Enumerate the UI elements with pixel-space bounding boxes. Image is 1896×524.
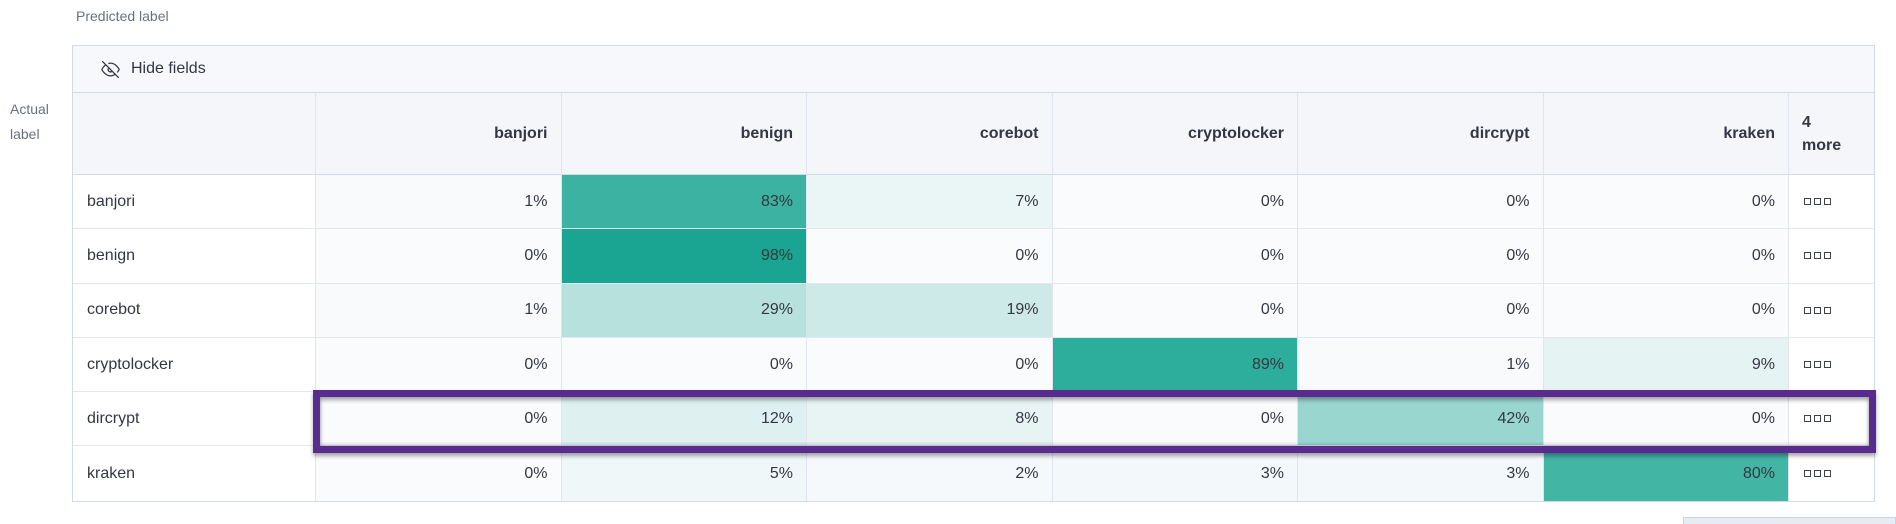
boxes-horizontal-icon xyxy=(1804,361,1811,369)
matrix-cell-dircrypt-kraken: 0% xyxy=(1543,392,1789,447)
column-header-kraken[interactable]: kraken xyxy=(1543,93,1789,175)
matrix-toolbar: Hide fields xyxy=(73,46,1874,93)
predicted-axis-label: Predicted label xyxy=(76,8,169,24)
matrix-cell-benign-dircrypt: 0% xyxy=(1298,229,1544,284)
row-label-corebot: corebot xyxy=(73,283,316,338)
matrix-cell-corebot-banjori: 1% xyxy=(316,283,562,338)
boxes-horizontal-icon xyxy=(1814,198,1821,206)
matrix-cell-benign-kraken: 0% xyxy=(1543,229,1789,284)
column-header-corebot[interactable]: corebot xyxy=(807,93,1053,175)
eye-closed-icon xyxy=(101,60,120,79)
matrix-cell-corebot-cryptolocker: 0% xyxy=(1052,283,1298,338)
header-corner-cell xyxy=(73,93,316,175)
matrix-cell-benign-banjori: 0% xyxy=(316,229,562,284)
matrix-cell-dircrypt-corebot: 8% xyxy=(807,392,1053,447)
matrix-cell-banjori-kraken: 0% xyxy=(1543,175,1789,230)
matrix-cell-banjori-banjori: 1% xyxy=(316,175,562,230)
matrix-cell-banjori-dircrypt: 0% xyxy=(1298,175,1544,230)
row-label-cryptolocker: cryptolocker xyxy=(73,337,316,393)
matrix-cell-benign-corebot: 0% xyxy=(807,229,1053,284)
matrix-cell-cryptolocker-corebot: 0% xyxy=(807,337,1053,393)
row-label-kraken: kraken xyxy=(73,446,316,501)
column-header-banjori[interactable]: banjori xyxy=(316,93,562,175)
matrix-cell-dircrypt-benign: 12% xyxy=(561,392,807,447)
matrix-cell-banjori-cryptolocker: 0% xyxy=(1052,175,1298,230)
matrix-cell-cryptolocker-cryptolocker: 89% xyxy=(1052,337,1298,393)
more-header-count: 4 xyxy=(1802,113,1811,131)
matrix-cell-benign-benign: 98% xyxy=(561,229,807,284)
boxes-horizontal-icon xyxy=(1824,306,1831,314)
row-label-benign: benign xyxy=(73,229,316,284)
matrix-cell-kraken-banjori: 0% xyxy=(316,446,562,501)
column-header-benign[interactable]: benign xyxy=(561,93,807,175)
matrix-cell-banjori-corebot: 7% xyxy=(807,175,1053,230)
column-header-dircrypt[interactable]: dircrypt xyxy=(1298,93,1544,175)
matrix-cell-corebot-corebot: 19% xyxy=(807,283,1053,338)
hide-fields-button[interactable]: Hide fields xyxy=(101,60,206,79)
more-header-word: more xyxy=(1802,136,1842,154)
boxes-horizontal-icon xyxy=(1814,470,1821,478)
boxes-horizontal-icon xyxy=(1814,252,1821,260)
boxes-horizontal-icon xyxy=(1824,470,1831,478)
matrix-cell-kraken-kraken: 80% xyxy=(1543,446,1789,501)
horizontal-scrollbar[interactable] xyxy=(1683,517,1896,524)
matrix-cell-cryptolocker-dircrypt: 1% xyxy=(1298,337,1544,393)
highlighted-row-outline xyxy=(313,390,1876,453)
boxes-horizontal-icon xyxy=(1824,361,1831,369)
actual-axis-label-line1: Actual xyxy=(10,101,49,117)
matrix-cell-dircrypt-banjori: 0% xyxy=(316,392,562,447)
more-columns-button-cryptolocker[interactable] xyxy=(1789,337,1874,393)
more-columns-button-banjori[interactable] xyxy=(1789,175,1874,230)
matrix-grid: banjori benign corebot cryptolocker dircrypt… xyxy=(73,93,1874,501)
row-label-dircrypt: dircrypt xyxy=(73,392,316,447)
actual-axis-label-line2: label xyxy=(10,126,40,142)
matrix-cell-cryptolocker-kraken: 9% xyxy=(1543,337,1789,393)
matrix-cell-kraken-dircrypt: 3% xyxy=(1298,446,1544,501)
boxes-horizontal-icon xyxy=(1804,306,1811,314)
boxes-horizontal-icon xyxy=(1804,252,1811,260)
actual-axis-label: Actual label xyxy=(10,97,49,147)
more-columns-button-benign[interactable] xyxy=(1789,229,1874,284)
column-header-cryptolocker[interactable]: cryptolocker xyxy=(1052,93,1298,175)
matrix-cell-cryptolocker-banjori: 0% xyxy=(316,337,562,393)
boxes-horizontal-icon xyxy=(1814,306,1821,314)
matrix-cell-corebot-kraken: 0% xyxy=(1543,283,1789,338)
more-columns-button-dircrypt[interactable] xyxy=(1789,392,1874,447)
boxes-horizontal-icon xyxy=(1814,415,1821,423)
column-header-more[interactable]: 4 more xyxy=(1789,93,1874,175)
row-label-banjori: banjori xyxy=(73,175,316,230)
matrix-cell-corebot-benign: 29% xyxy=(561,283,807,338)
confusion-matrix-table: Hide fields banjori benign corebot cryptolo… xyxy=(72,45,1875,502)
boxes-horizontal-icon xyxy=(1804,198,1811,206)
matrix-cell-dircrypt-dircrypt: 42% xyxy=(1298,392,1544,447)
matrix-cell-kraken-corebot: 2% xyxy=(807,446,1053,501)
more-columns-button-corebot[interactable] xyxy=(1789,283,1874,338)
matrix-cell-corebot-dircrypt: 0% xyxy=(1298,283,1544,338)
matrix-cell-banjori-benign: 83% xyxy=(561,175,807,230)
matrix-cell-benign-cryptolocker: 0% xyxy=(1052,229,1298,284)
boxes-horizontal-icon xyxy=(1804,415,1811,423)
boxes-horizontal-icon xyxy=(1824,415,1831,423)
matrix-cell-cryptolocker-benign: 0% xyxy=(561,337,807,393)
boxes-horizontal-icon xyxy=(1814,361,1821,369)
boxes-horizontal-icon xyxy=(1824,252,1831,260)
hide-fields-label: Hide fields xyxy=(131,60,206,77)
boxes-horizontal-icon xyxy=(1804,470,1811,478)
matrix-cell-kraken-benign: 5% xyxy=(561,446,807,501)
matrix-cell-dircrypt-cryptolocker: 0% xyxy=(1052,392,1298,447)
more-columns-button-kraken[interactable] xyxy=(1789,446,1874,501)
matrix-cell-kraken-cryptolocker: 3% xyxy=(1052,446,1298,501)
boxes-horizontal-icon xyxy=(1824,198,1831,206)
